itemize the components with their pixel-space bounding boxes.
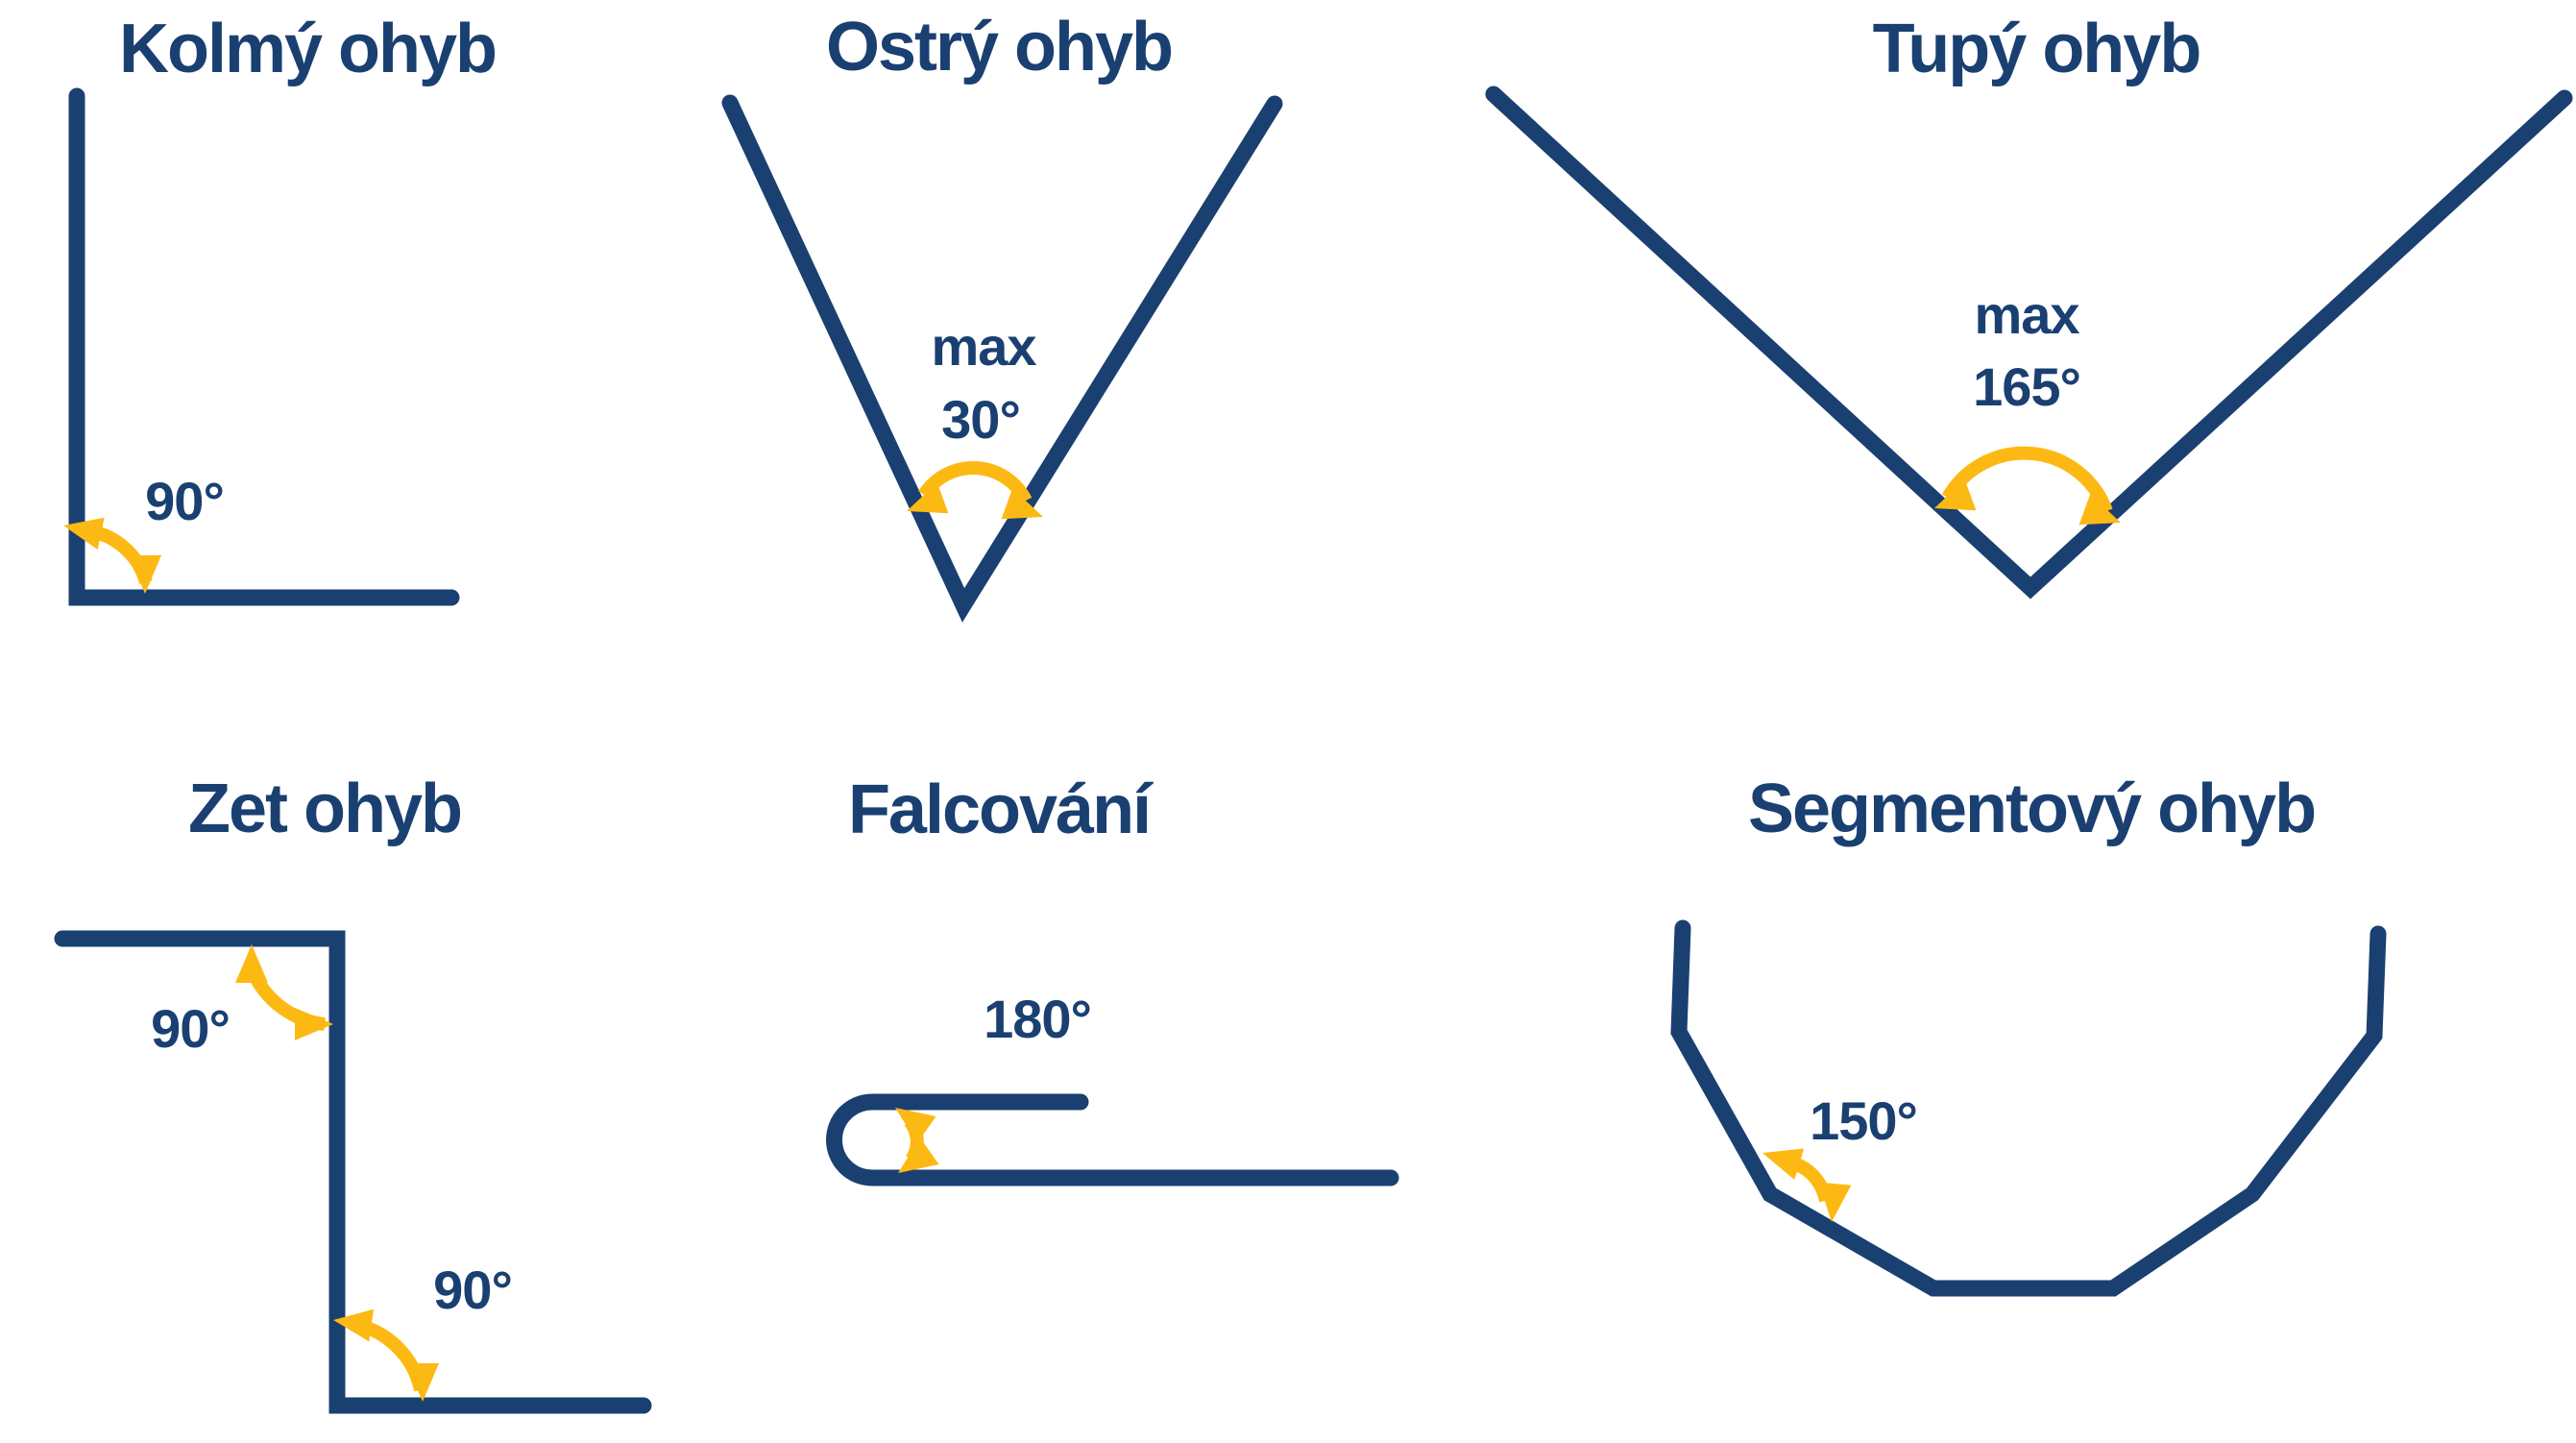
ostry-max-label: max — [931, 316, 1036, 377]
ostry-arrow-right-icon — [1001, 488, 1043, 520]
falcovani-arrow-down-icon — [898, 1137, 939, 1173]
zet-angle-label-bottom: 90° — [433, 1260, 512, 1320]
panel-falcovani: Falcování 180° — [826, 771, 1399, 1186]
kolmy-bend-shape — [68, 87, 460, 606]
kolmy-arrow-down-icon — [129, 555, 161, 594]
panel-ostry-ohyb: Ostrý ohyb max 30° — [721, 9, 1283, 623]
zet-arrow-down-icon — [406, 1363, 439, 1402]
ostry-arrow-left-icon — [907, 482, 949, 514]
panel-zet-ohyb: Zet ohyb 90° 90° — [54, 770, 652, 1414]
segmentovy-angle-label: 150° — [1810, 1090, 1917, 1151]
ostry-angle-arc — [918, 461, 1033, 504]
segmentovy-arrow-upleft-icon — [1762, 1148, 1805, 1180]
panel-tupy-ohyb: Tupý ohyb max 165° — [1485, 11, 2573, 599]
zet-arrow-right-icon — [295, 1008, 333, 1040]
zet-bend-shape — [54, 930, 652, 1414]
tupy-angle-arc — [1941, 446, 2113, 514]
kolmy-angle-label: 90° — [145, 471, 224, 531]
panel-title-segmentovy: Segmentový ohyb — [1748, 770, 2315, 847]
zet-arrow-up-icon — [235, 944, 268, 983]
panel-segmentovy-ohyb: Segmentový ohyb 150° — [1670, 770, 2387, 1297]
ostry-bend-shape — [721, 94, 1283, 623]
panel-kolmy-ohyb: Kolmý ohyb 90° — [63, 11, 498, 606]
tupy-max-label: max — [1974, 284, 2079, 345]
falcovani-arrow-up-icon — [895, 1108, 936, 1143]
falcovani-angle-label: 180° — [984, 989, 1091, 1049]
zet-angle-label-top: 90° — [151, 998, 230, 1059]
tupy-bend-shape — [1485, 86, 2573, 599]
ostry-angle-label: 30° — [941, 389, 1020, 450]
tupy-arrow-left-icon — [1934, 479, 1977, 511]
panel-title-ostry: Ostrý ohyb — [826, 9, 1172, 86]
segmentovy-arrow-down-icon — [1818, 1182, 1852, 1222]
panel-title-falcovani: Falcování — [848, 771, 1154, 848]
zet-arrow-left-icon — [333, 1308, 374, 1342]
segmentovy-bend-shape — [1670, 919, 2387, 1297]
segmentovy-angle-arc — [1791, 1157, 1833, 1203]
panel-title-kolmy: Kolmý ohyb — [119, 11, 496, 87]
tupy-angle-label: 165° — [1973, 356, 2080, 417]
panel-title-zet: Zet ohyb — [188, 770, 461, 847]
tupy-arrow-right-icon — [2078, 494, 2121, 526]
falcovani-bend-shape — [826, 1093, 1399, 1186]
kolmy-arrow-left-icon — [63, 517, 105, 550]
panel-title-tupy: Tupý ohyb — [1873, 11, 2200, 87]
